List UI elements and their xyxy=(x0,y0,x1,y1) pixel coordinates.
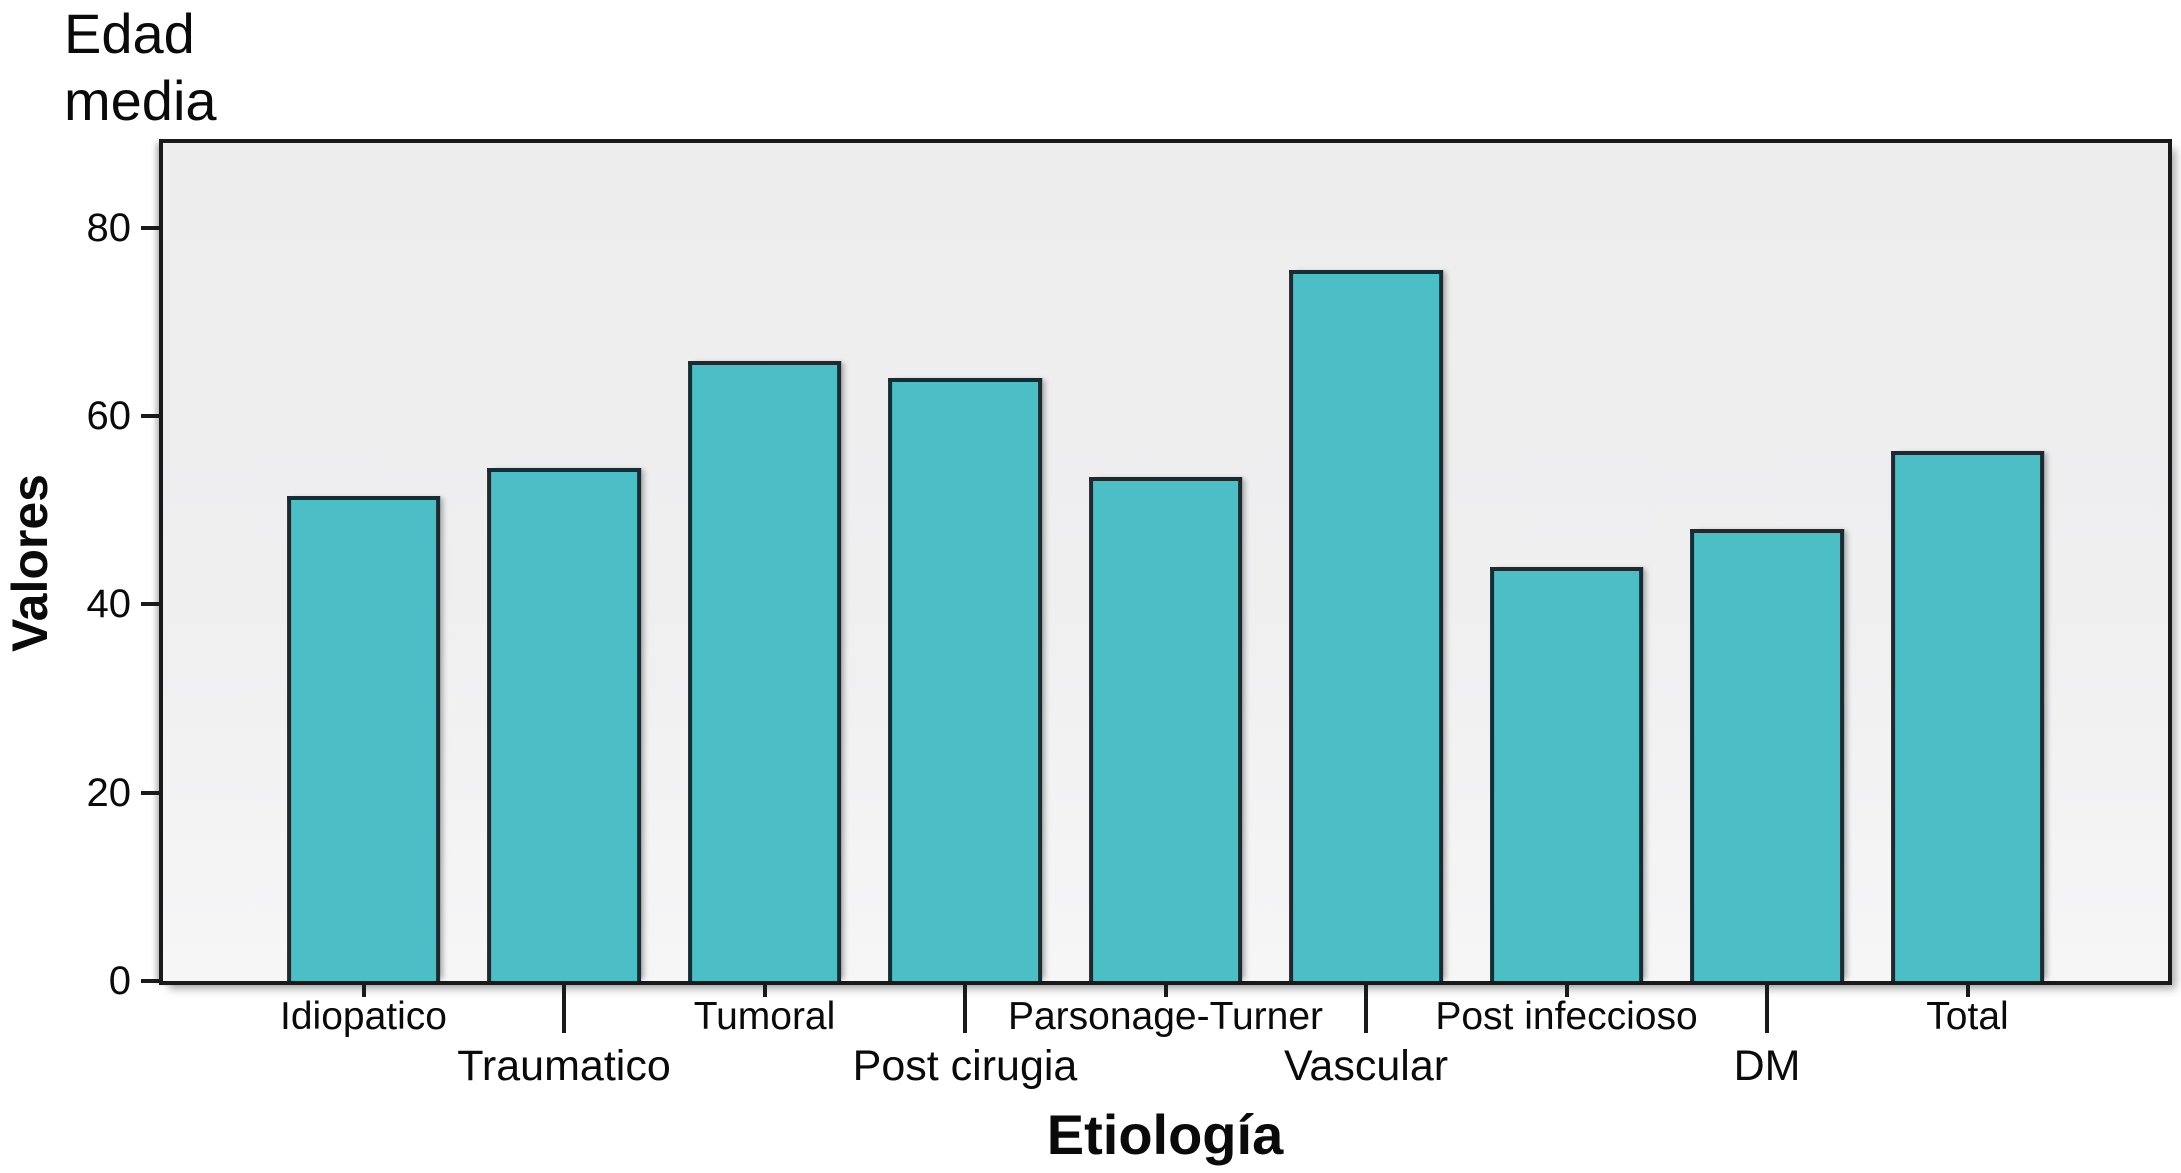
bar xyxy=(1690,529,1844,981)
x-category-label: Vascular xyxy=(1283,1042,1449,1090)
x-category-label: DM xyxy=(1733,1042,1801,1090)
bar xyxy=(1289,270,1443,981)
y-tick-label: 0 xyxy=(108,959,131,1003)
x-tick-mark xyxy=(1965,981,1970,997)
y-tick-mark xyxy=(141,414,163,419)
bar xyxy=(1489,566,1644,981)
x-category-label: Tumoral xyxy=(693,995,836,1038)
x-tick-mark xyxy=(1765,981,1769,1033)
y-tick-mark xyxy=(141,602,163,607)
x-tick-mark xyxy=(1564,981,1569,997)
bar xyxy=(487,467,641,981)
chart-title: Edad media xyxy=(64,2,217,133)
bar xyxy=(1088,477,1243,981)
bar xyxy=(888,378,1042,981)
x-tick-mark xyxy=(963,981,967,1033)
x-tick-mark xyxy=(762,981,767,997)
y-tick-label: 80 xyxy=(86,205,132,250)
y-axis-title: Valores xyxy=(2,474,58,652)
x-axis-title: Etiología xyxy=(1046,1103,1284,1166)
x-tick-mark xyxy=(361,981,366,997)
x-category-label: Idiopatico xyxy=(280,995,447,1038)
y-tick-label: 20 xyxy=(86,770,132,815)
y-tick-mark xyxy=(141,225,163,230)
y-tick-label: 60 xyxy=(86,394,132,439)
bar xyxy=(286,496,441,981)
x-tick-mark xyxy=(1364,981,1368,1033)
y-tick-mark xyxy=(141,979,163,983)
y-tick-mark xyxy=(141,790,163,795)
x-category-label: Post infeccioso xyxy=(1435,995,1698,1038)
x-category-label: Traumatico xyxy=(457,1042,671,1090)
x-category-label: Parsonage-Turner xyxy=(1007,995,1324,1038)
bar xyxy=(1890,450,2045,981)
plot-area: 0 20 40 60 80 Idiopatico Traumatico Tumoral Pos… xyxy=(87,139,2172,1088)
y-tick-label: 40 xyxy=(86,582,132,627)
x-category-label: Post cirugia xyxy=(852,1042,1078,1090)
x-category-label: Total xyxy=(1926,995,2009,1038)
x-tick-mark xyxy=(1163,981,1168,997)
bar xyxy=(687,361,842,981)
x-tick-mark xyxy=(562,981,566,1033)
